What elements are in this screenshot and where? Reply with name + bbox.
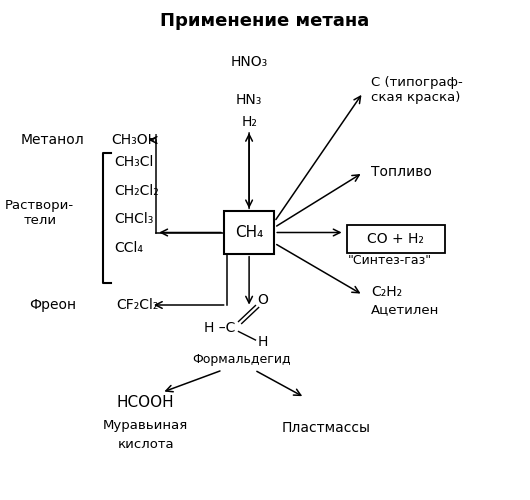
Text: HCOOH: HCOOH xyxy=(117,395,174,410)
Text: CCl₄: CCl₄ xyxy=(114,240,143,254)
Text: CH₃Cl: CH₃Cl xyxy=(114,156,153,170)
Text: H₂: H₂ xyxy=(241,116,257,130)
Text: Раствори-
тели: Раствори- тели xyxy=(5,198,74,226)
Text: CHCl₃: CHCl₃ xyxy=(114,212,153,226)
Text: C₂H₂: C₂H₂ xyxy=(371,286,402,300)
Text: CH₄: CH₄ xyxy=(235,225,263,240)
Text: "Синтез-газ": "Синтез-газ" xyxy=(348,254,431,268)
Text: O: O xyxy=(257,293,268,307)
Text: CH₃OH: CH₃OH xyxy=(112,133,158,147)
Text: H: H xyxy=(257,336,268,349)
Text: HN₃: HN₃ xyxy=(236,93,262,107)
Text: Формальдегид: Формальдегид xyxy=(192,354,290,366)
Text: С (типограф-
ская краска): С (типограф- ская краска) xyxy=(371,76,463,104)
Bar xyxy=(347,225,445,252)
Text: кислота: кислота xyxy=(118,438,174,452)
Text: Пластмассы: Пластмассы xyxy=(281,420,370,434)
Text: Топливо: Топливо xyxy=(371,166,432,179)
Text: Муравьиная: Муравьиная xyxy=(103,418,188,432)
Text: CF₂Cl₂: CF₂Cl₂ xyxy=(117,298,159,312)
Text: CH₂Cl₂: CH₂Cl₂ xyxy=(114,184,158,198)
Text: Фреон: Фреон xyxy=(30,298,76,312)
Text: CO + H₂: CO + H₂ xyxy=(367,232,425,246)
Bar xyxy=(224,211,275,254)
Text: H –C: H –C xyxy=(204,320,236,334)
Text: Применение метана: Применение метана xyxy=(161,12,369,30)
Text: Метанол: Метанол xyxy=(21,133,85,147)
Text: HNO₃: HNO₃ xyxy=(231,56,268,70)
Text: Ацетилен: Ацетилен xyxy=(371,304,439,316)
